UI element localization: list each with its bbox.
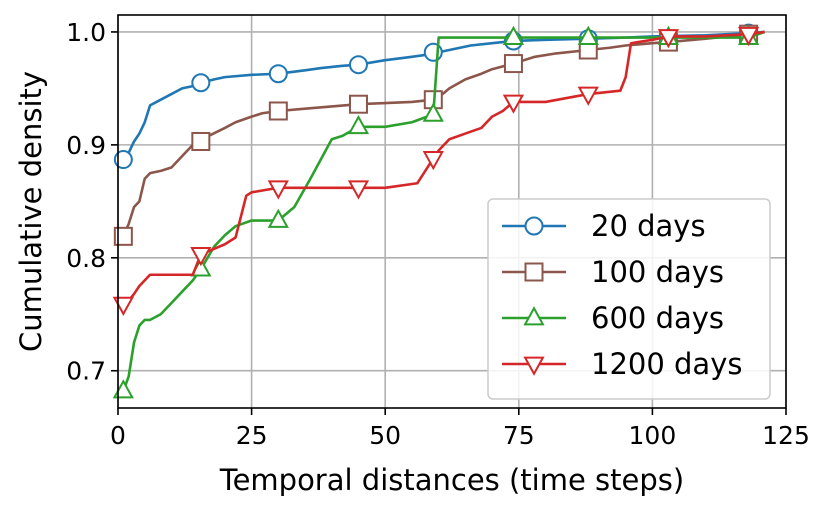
data-point: [191, 131, 211, 151]
x-tick-label: 50: [369, 421, 401, 450]
legend-box: [487, 198, 771, 400]
data-point: [267, 180, 289, 200]
legend-entry: 1200 days: [502, 347, 742, 381]
x-axis-title: Temporal distances (time steps): [219, 463, 684, 497]
ticks: 0 25 50 75 100 125 0.7 0.8 0.9 1.0: [66, 18, 810, 450]
series-line: [122, 30, 765, 161]
data-point: [347, 114, 370, 135]
data-point: [112, 379, 134, 399]
legend-label: 100 days: [591, 255, 724, 289]
x-tick-label: 125: [762, 421, 810, 450]
data-point: [348, 55, 368, 75]
y-tick-label: 1.0: [66, 18, 106, 47]
data-point: [503, 54, 523, 74]
data-point: [422, 151, 444, 171]
series-3: [112, 26, 765, 316]
legend-label: 600 days: [591, 301, 724, 335]
data-point: [113, 150, 133, 170]
legend-entry: 20 days: [502, 209, 706, 243]
y-tick-label: 0.8: [66, 244, 106, 273]
y-axis-title: Cumulative density: [14, 71, 48, 352]
x-tick-label: 25: [236, 421, 268, 450]
data-point: [113, 226, 133, 246]
legend-entry: 600 days: [502, 301, 724, 335]
data-point: [524, 216, 544, 236]
y-tick-label: 0.7: [66, 357, 106, 386]
data-point: [348, 94, 368, 114]
y-tick-label: 0.9: [66, 131, 106, 160]
legend-label: 20 days: [591, 209, 706, 243]
x-tick-label: 75: [503, 421, 535, 450]
data-point: [191, 73, 211, 93]
series-2: [112, 25, 766, 399]
data-point: [268, 64, 288, 84]
series-line: [122, 30, 765, 306]
data-point: [657, 29, 680, 49]
data-point: [523, 356, 545, 376]
data-point: [268, 101, 288, 121]
x-tick-label: 100: [629, 421, 677, 450]
data-point: [267, 208, 289, 228]
data-point: [737, 26, 760, 47]
series-group: [112, 23, 766, 399]
x-tick-label: 0: [110, 421, 126, 450]
data-point: [347, 180, 370, 200]
data-point: [502, 25, 525, 45]
legend: 20 days 100 days 600 days 1200 days: [487, 198, 771, 400]
data-point: [577, 25, 599, 45]
plot-frame: [117, 14, 787, 409]
legend-entry: 100 days: [502, 255, 724, 289]
data-point: [502, 94, 525, 114]
legend-label: 1200 days: [591, 347, 742, 381]
data-point: [112, 296, 134, 316]
data-point: [190, 247, 212, 267]
data-point: [523, 306, 545, 326]
series-line: [122, 30, 765, 237]
data-point: [422, 102, 444, 122]
data-point: [577, 86, 599, 106]
data-point: [524, 262, 544, 282]
